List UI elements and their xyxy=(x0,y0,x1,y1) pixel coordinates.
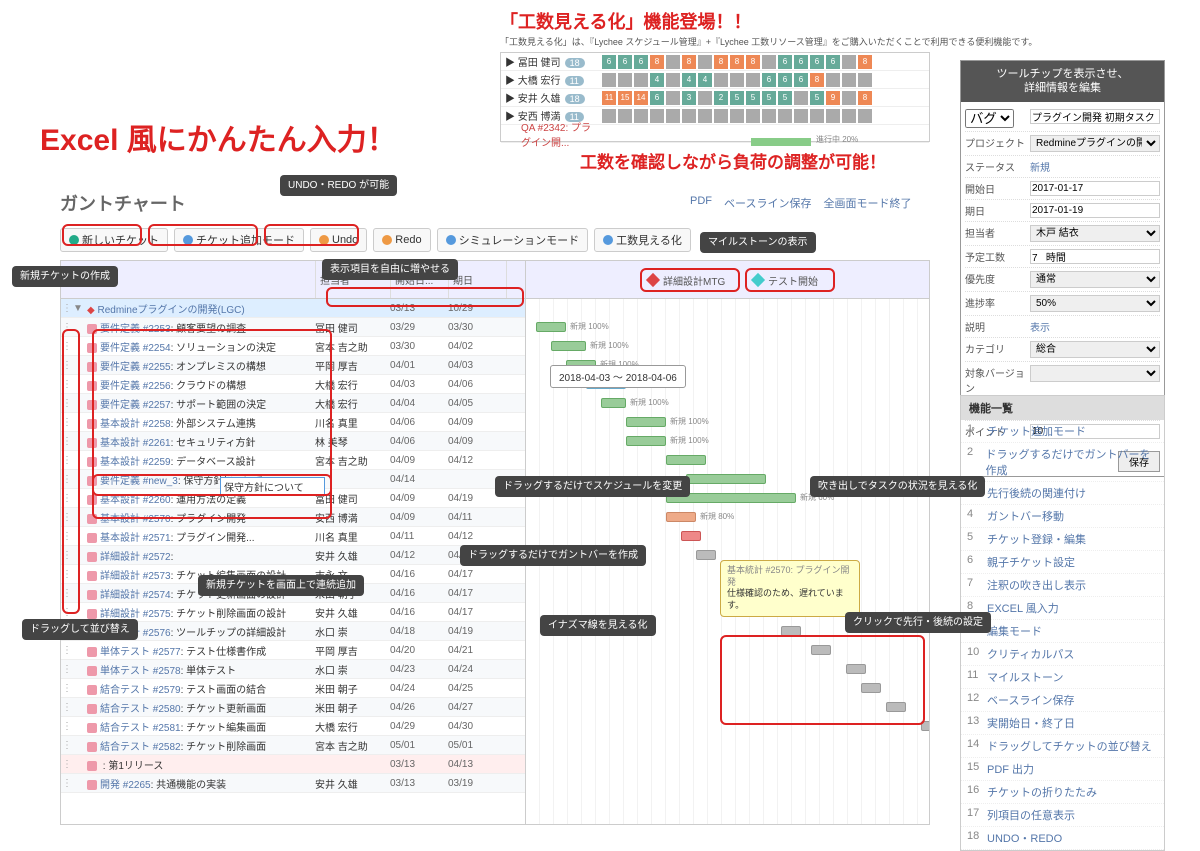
task-balloon: 基本統計 #2570: プラグイン開発 仕様確認のため、遅れています。 xyxy=(720,560,860,617)
table-row[interactable]: ⋮結合テスト #2582: チケット削除画面宮本 吉之助05/0105/01 xyxy=(61,736,525,755)
redo-icon xyxy=(382,235,392,245)
redo-button[interactable]: Redo xyxy=(373,228,430,252)
feature-item[interactable]: 7注釈の吹き出し表示 xyxy=(961,574,1164,597)
table-row[interactable]: ⋮基本設計 #2571: プラグイン開発...川名 真里04/1104/12 xyxy=(61,527,525,546)
callout-click-rel: クリックで先行・後続の設定 xyxy=(845,612,991,633)
feature-item[interactable]: 15PDF 出力 xyxy=(961,758,1164,781)
effort-icon xyxy=(603,235,613,245)
feature-item[interactable]: 10クリティカルパス xyxy=(961,643,1164,666)
feature-head: 機能一覧 xyxy=(961,396,1164,420)
callout-drag-sort: ドラッグして並び替え xyxy=(22,619,138,640)
callout-cols: 表示項目を自由に増やせる xyxy=(322,259,458,280)
callout-inazuma: イナズマ線を見える化 xyxy=(540,615,656,636)
callout-drag-sched: ドラッグするだけでスケジュールを変更 xyxy=(495,476,690,497)
warning-text: 工数を確認しながら負荷の調整が可能！ xyxy=(580,148,886,173)
right-pane[interactable]: 新規 100%新規 100%新規 100%新規 100%新規 100%新規 10… xyxy=(526,261,929,824)
tooltip-field: 期日 xyxy=(965,200,1160,222)
milestone1-box xyxy=(640,268,740,292)
callout-balloon: 吹き出しでタスクの状況を見える化 xyxy=(810,476,985,497)
feature-item[interactable]: 18UNDO・REDO xyxy=(961,827,1164,850)
sim-button[interactable]: シミュレーションモード xyxy=(437,228,589,252)
callout-add-inline: 新規チケットを画面上で連続追加 xyxy=(198,575,364,596)
milestone2-box xyxy=(745,268,835,292)
title-input[interactable] xyxy=(1030,109,1160,124)
workload-panel: ▶ 冨田 健司186668888866668▶ 大橋 宏行114446668▶ … xyxy=(500,52,930,142)
tooltip-field: 説明表示 xyxy=(965,316,1160,338)
callout-new-ticket: 新規チケットの作成 xyxy=(12,266,118,287)
tooltip-field: カテゴリ総合 xyxy=(965,338,1160,362)
feature-item[interactable]: 13実開始日・終了日 xyxy=(961,712,1164,735)
tooltip-field: 対象バージョン xyxy=(965,362,1160,399)
feature-item[interactable]: 12ベースライン保存 xyxy=(961,689,1164,712)
feature-item[interactable]: 9編集モード xyxy=(961,620,1164,643)
table-row[interactable]: ⋮結合テスト #2581: チケット編集画面大橋 宏行04/2904/30 xyxy=(61,717,525,736)
callout-undo: UNDO・REDO が可能 xyxy=(280,175,397,196)
feature-item[interactable]: 17列項目の任意表示 xyxy=(961,804,1164,827)
tooltip-field: 開始日 xyxy=(965,178,1160,200)
workload-row[interactable]: ▶ 冨田 健司186668888866668 xyxy=(501,53,929,71)
date-tooltip: 2018-04-03 ～ 2018-04-06 xyxy=(550,365,686,388)
banner: 「工数見える化」機能登場！！ xyxy=(500,8,751,34)
table-row[interactable]: ⋮結合テスト #2580: チケット更新画面米田 朝子04/2604/27 xyxy=(61,698,525,717)
banner-sub: 「工数見える化」は、『Lychee スケジュール管理』+『Lychee 工数リソ… xyxy=(500,35,1037,48)
feature-item[interactable]: 3先行後続の関連付け xyxy=(961,482,1164,505)
feature-item[interactable]: 16チケットの折りたたみ xyxy=(961,781,1164,804)
tooltip-field: 優先度通常 xyxy=(965,268,1160,292)
hero-text: Excel 風にかんたん入力！ xyxy=(40,115,397,159)
callout-drag-bar: ドラッグするだけでガントバーを作成 xyxy=(460,545,646,566)
table-row[interactable]: ⋮詳細設計 #2572: 安井 久雄04/1204/13 xyxy=(61,546,525,565)
page-title: ガントチャート xyxy=(60,190,930,216)
table-row[interactable]: ⋮単体テスト #2578: 単体テスト水口 崇04/2304/24 xyxy=(61,660,525,679)
tooltip-field: プロジェクトRedmineプラグインの開発(LGC xyxy=(965,132,1160,156)
feature-item[interactable]: 6親子チケット設定 xyxy=(961,551,1164,574)
feature-item[interactable]: 2ドラッグするだけでガントバーを作成 xyxy=(961,443,1164,482)
table-row[interactable]: ⋮単体テスト #2577: テスト仕様書作成平岡 厚吉04/2004/21 xyxy=(61,641,525,660)
feature-item[interactable]: 14ドラッグしてチケットの並び替え xyxy=(961,735,1164,758)
workload-row[interactable]: ▶ 大橋 宏行114446668 xyxy=(501,71,929,89)
table-row[interactable]: ⋮開発 #2265: 共通機能の実装安井 久雄03/1303/19 xyxy=(61,774,525,793)
effort-button[interactable]: 工数見える化 xyxy=(594,228,691,252)
tooltip-field: 進捗率50% xyxy=(965,292,1160,316)
table-row[interactable]: ⋮ : 第1リリース03/1304/13 xyxy=(61,755,525,774)
feature-item[interactable]: 8EXCEL 風入力 xyxy=(961,597,1164,620)
callout-milestone: マイルストーンの表示 xyxy=(700,232,816,253)
workload-row[interactable]: ▶ 安井 久雄181115146325555598 xyxy=(501,89,929,107)
tooltip-field: ステータス新規 xyxy=(965,156,1160,178)
feature-item[interactable]: 4ガントバー移動 xyxy=(961,505,1164,528)
tooltip-field: 担当者木戸 結衣 xyxy=(965,222,1160,246)
table-row[interactable]: ⋮結合テスト #2579: テスト画面の結合米田 朝子04/2404/25 xyxy=(61,679,525,698)
feature-item[interactable]: 1チケット追加モード xyxy=(961,420,1164,443)
feature-item[interactable]: 11マイルストーン xyxy=(961,666,1164,689)
sim-icon xyxy=(446,235,456,245)
type-select[interactable]: バグ xyxy=(965,109,1014,128)
tooltip-field: 予定工数 xyxy=(965,246,1160,268)
feature-item[interactable]: 5チケット登録・編集 xyxy=(961,528,1164,551)
